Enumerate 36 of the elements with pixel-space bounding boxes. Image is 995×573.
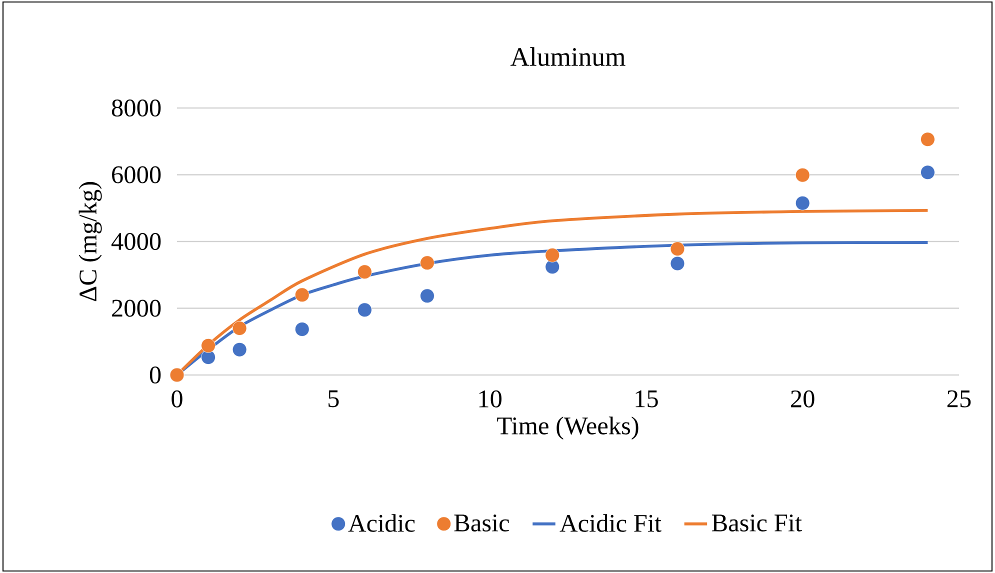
point (294, 322, 310, 336)
y-tick-label: 0 (150, 366, 161, 384)
point (232, 321, 247, 336)
y-tick-label: 4000 (111, 232, 161, 250)
y-axis-title: ΔC (mg/kg) (78, 182, 102, 302)
legend-label: Basic Fit (712, 514, 802, 532)
point (545, 260, 560, 274)
x-tick-label: 25 (947, 390, 971, 408)
point (670, 242, 685, 256)
point (232, 342, 247, 357)
point (294, 288, 310, 302)
point (420, 256, 434, 270)
legend-label: Acidic Fit (560, 514, 662, 532)
x-tick-label: 10 (479, 390, 502, 408)
point (201, 350, 216, 364)
point (920, 132, 935, 147)
point (357, 302, 372, 318)
x-tick-label: 15 (636, 390, 658, 408)
point (357, 264, 372, 280)
point (670, 256, 685, 271)
chart-title: Aluminum (510, 47, 626, 66)
point (795, 196, 810, 210)
x-tick-label: 5 (328, 390, 339, 408)
point (201, 338, 216, 353)
x-tick-label: 0 (172, 390, 182, 408)
legend-label: Acidic (348, 514, 415, 532)
y-tick-label: 8000 (112, 99, 161, 117)
y-tick-label: 2000 (112, 300, 161, 317)
point (545, 248, 560, 262)
point (920, 165, 935, 180)
legend-label: Basic (454, 514, 510, 532)
point (795, 168, 810, 182)
x-axis-title: Time (Weeks) (497, 416, 638, 440)
x-tick-label: 20 (791, 390, 814, 408)
y-tick-label: 6000 (112, 166, 161, 184)
point (420, 288, 434, 304)
